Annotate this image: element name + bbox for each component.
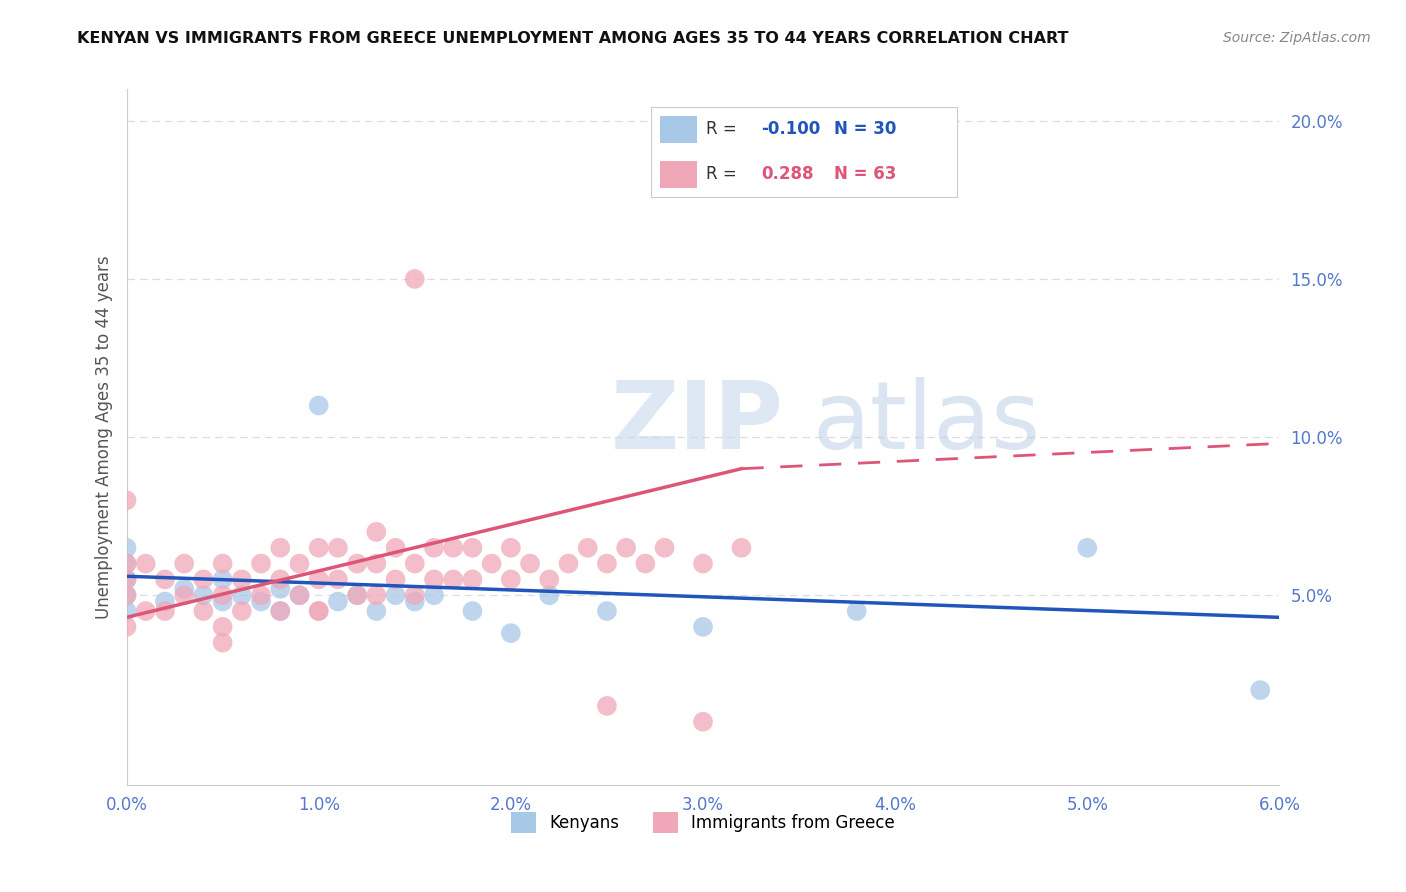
Point	[288, 588, 311, 602]
Point	[269, 582, 291, 596]
Point	[730, 541, 752, 555]
Point	[538, 588, 561, 602]
Point	[288, 588, 311, 602]
Text: ZIP: ZIP	[610, 377, 783, 469]
Point	[654, 541, 676, 555]
Point	[576, 541, 599, 555]
Point	[404, 272, 426, 286]
Point	[404, 588, 426, 602]
Point	[115, 557, 138, 571]
Point	[596, 604, 619, 618]
Point	[173, 582, 195, 596]
Point	[441, 573, 464, 587]
Point	[614, 541, 637, 555]
Point	[269, 541, 291, 555]
Point	[326, 594, 349, 608]
Point	[250, 594, 273, 608]
Point	[173, 557, 195, 571]
Point	[115, 493, 138, 508]
Legend: Kenyans, Immigrants from Greece: Kenyans, Immigrants from Greece	[505, 805, 901, 839]
Point	[115, 588, 138, 602]
Text: Source: ZipAtlas.com: Source: ZipAtlas.com	[1223, 31, 1371, 45]
Point	[153, 573, 176, 587]
Point	[461, 573, 484, 587]
Text: KENYAN VS IMMIGRANTS FROM GREECE UNEMPLOYMENT AMONG AGES 35 TO 44 YEARS CORRELAT: KENYAN VS IMMIGRANTS FROM GREECE UNEMPLO…	[77, 31, 1069, 46]
Point	[384, 588, 406, 602]
Point	[308, 573, 330, 587]
Point	[634, 557, 657, 571]
Point	[115, 620, 138, 634]
Point	[308, 399, 330, 413]
Point	[499, 573, 522, 587]
Point	[366, 604, 388, 618]
Point	[404, 557, 426, 571]
Point	[211, 557, 233, 571]
Point	[366, 588, 388, 602]
Point	[481, 557, 503, 571]
Point	[423, 588, 446, 602]
Point	[461, 604, 484, 618]
Point	[499, 626, 522, 640]
Point	[1076, 541, 1098, 555]
Point	[135, 604, 157, 618]
Point	[596, 698, 619, 713]
Point	[231, 588, 253, 602]
Point	[211, 620, 233, 634]
Y-axis label: Unemployment Among Ages 35 to 44 years: Unemployment Among Ages 35 to 44 years	[94, 255, 112, 619]
Point	[193, 588, 215, 602]
Point	[346, 588, 368, 602]
Point	[211, 588, 233, 602]
Point	[326, 541, 349, 555]
Point	[692, 557, 714, 571]
Text: atlas: atlas	[813, 377, 1040, 469]
Point	[231, 573, 253, 587]
Point	[366, 557, 388, 571]
Point	[269, 604, 291, 618]
Point	[193, 604, 215, 618]
Point	[346, 588, 368, 602]
Point	[269, 604, 291, 618]
Point	[692, 620, 714, 634]
Point	[499, 541, 522, 555]
Point	[211, 573, 233, 587]
Point	[557, 557, 579, 571]
Point	[308, 604, 330, 618]
Point	[250, 588, 273, 602]
Point	[135, 557, 157, 571]
Point	[308, 541, 330, 555]
Point	[115, 604, 138, 618]
Point	[308, 604, 330, 618]
Point	[384, 573, 406, 587]
Point	[173, 588, 195, 602]
Point	[115, 557, 138, 571]
Point	[1249, 683, 1271, 698]
Point	[115, 573, 138, 587]
Point	[269, 573, 291, 587]
Point	[519, 557, 541, 571]
Point	[692, 714, 714, 729]
Point	[193, 573, 215, 587]
Point	[366, 524, 388, 539]
Point	[153, 594, 176, 608]
Point	[404, 594, 426, 608]
Point	[538, 573, 561, 587]
Point	[423, 541, 446, 555]
Point	[115, 541, 138, 555]
Point	[115, 588, 138, 602]
Point	[384, 541, 406, 555]
Point	[326, 573, 349, 587]
Point	[115, 573, 138, 587]
Point	[845, 604, 868, 618]
Point	[441, 541, 464, 555]
Point	[211, 594, 233, 608]
Point	[250, 557, 273, 571]
Point	[346, 557, 368, 571]
Point	[461, 541, 484, 555]
Point	[231, 604, 253, 618]
Point	[423, 573, 446, 587]
Point	[596, 557, 619, 571]
Point	[288, 557, 311, 571]
Point	[211, 635, 233, 649]
Point	[153, 604, 176, 618]
